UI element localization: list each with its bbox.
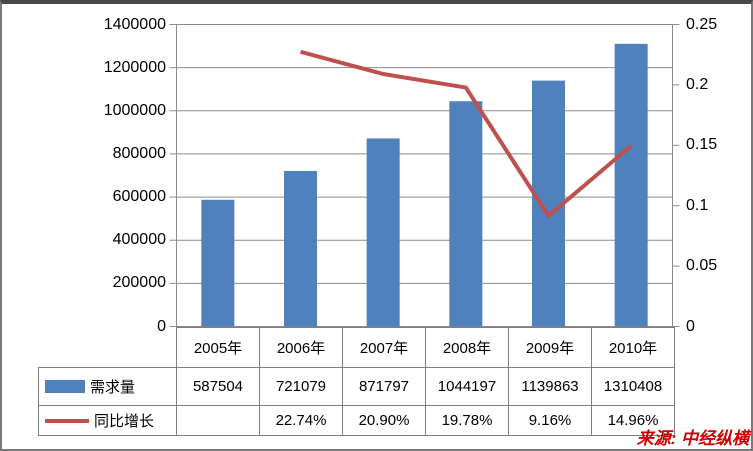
demand-value-cell: 871797 bbox=[342, 367, 426, 406]
demand-value-cell: 587504 bbox=[176, 367, 260, 406]
y-axis-left-label: 400000 bbox=[112, 231, 166, 249]
y-axis-left-label: 1400000 bbox=[103, 15, 166, 33]
y-axis-left-label: 1200000 bbox=[103, 58, 166, 76]
demand-value-cell: 1044197 bbox=[425, 367, 509, 406]
year-header-cell: 2008年 bbox=[425, 327, 509, 368]
year-header-cell: 2007年 bbox=[342, 327, 426, 368]
y-axis-left-label: 0 bbox=[157, 317, 166, 335]
demand-bar bbox=[614, 43, 648, 327]
y-axis-right-label: 0 bbox=[686, 317, 695, 335]
table-corner-blank bbox=[39, 328, 177, 368]
y-axis-left-label: 1000000 bbox=[103, 101, 166, 119]
demand-bar bbox=[284, 170, 317, 327]
demand-bar bbox=[532, 80, 565, 327]
growth-line-swatch-icon bbox=[45, 418, 89, 423]
demand-value-cell: 721079 bbox=[259, 367, 343, 406]
year-header-cell: 2010年 bbox=[591, 327, 675, 368]
y-axis-left-label: 800000 bbox=[112, 144, 166, 162]
growth-value-cell: 19.78% bbox=[425, 405, 509, 436]
table-growth-row: 同比增长 22.74% 20.90% 19.78% 9.16% 14.96% bbox=[38, 405, 675, 436]
demand-legend-cell: 需求量 bbox=[38, 367, 177, 406]
y-axis-right-label: 0.1 bbox=[686, 196, 709, 214]
demand-value-cell: 1139863 bbox=[508, 367, 592, 406]
demand-bar bbox=[201, 199, 235, 327]
data-table: 2005年 2006年 2007年 2008年 2009年 2010年 需求量 58750… bbox=[38, 327, 675, 436]
growth-value-cell: 9.16% bbox=[508, 405, 592, 436]
growth-value-cell bbox=[176, 405, 260, 436]
year-header-cell: 2005年 bbox=[176, 327, 260, 368]
table-demand-row: 需求量 587504 721079 871797 1044197 1139863 1310… bbox=[38, 367, 675, 406]
demand-value-cell: 1310408 bbox=[591, 367, 675, 406]
table-year-row: 2005年 2006年 2007年 2008年 2009年 2010年 bbox=[39, 327, 675, 368]
growth-value-cell: 14.96% bbox=[591, 405, 675, 436]
year-header-cell: 2009年 bbox=[508, 327, 592, 368]
growth-value-cell: 20.90% bbox=[342, 405, 426, 436]
y-axis-right-label: 0.25 bbox=[686, 15, 718, 33]
y-axis-right-label: 0.2 bbox=[686, 75, 709, 93]
year-header-cell: 2006年 bbox=[259, 327, 343, 368]
y-axis-left-label: 600000 bbox=[112, 188, 166, 206]
growth-line bbox=[299, 49, 633, 218]
y-axis-left-label: 200000 bbox=[112, 274, 166, 292]
demand-bar bbox=[449, 101, 483, 327]
growth-legend-cell: 同比增长 bbox=[38, 405, 177, 436]
growth-value-cell: 22.74% bbox=[259, 405, 343, 436]
y-axis-right-label: 0.15 bbox=[686, 136, 718, 154]
y-axis-right-label: 0.05 bbox=[686, 257, 718, 275]
growth-legend-label: 同比增长 bbox=[94, 413, 155, 430]
demand-bar bbox=[366, 138, 400, 327]
demand-legend-label: 需求量 bbox=[90, 379, 136, 396]
demand-bar-swatch-icon bbox=[45, 380, 85, 393]
source-watermark: 来源: 中经纵横 bbox=[636, 429, 749, 448]
